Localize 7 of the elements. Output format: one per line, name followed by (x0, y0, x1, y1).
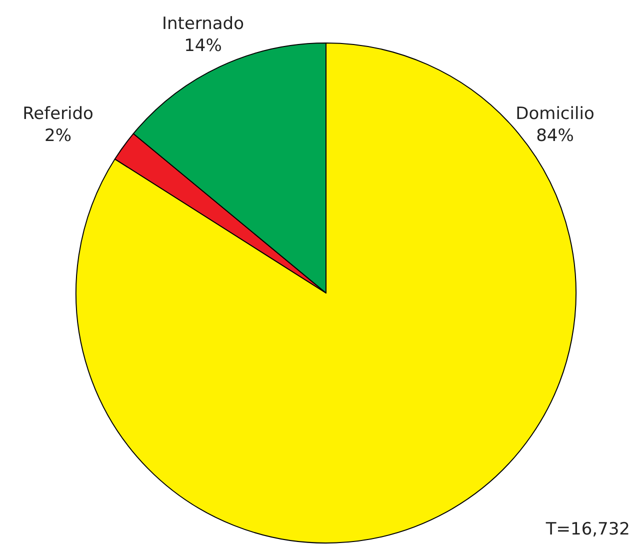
slice-label: Referido (22, 104, 94, 124)
data-label: 14% (184, 36, 222, 56)
slice-label: Domicilio (516, 104, 594, 124)
data-label: 84% (536, 126, 574, 146)
slice-label: Internado (162, 14, 244, 34)
text: T=16,732 (544, 520, 630, 540)
data-label: 2% (44, 126, 72, 146)
